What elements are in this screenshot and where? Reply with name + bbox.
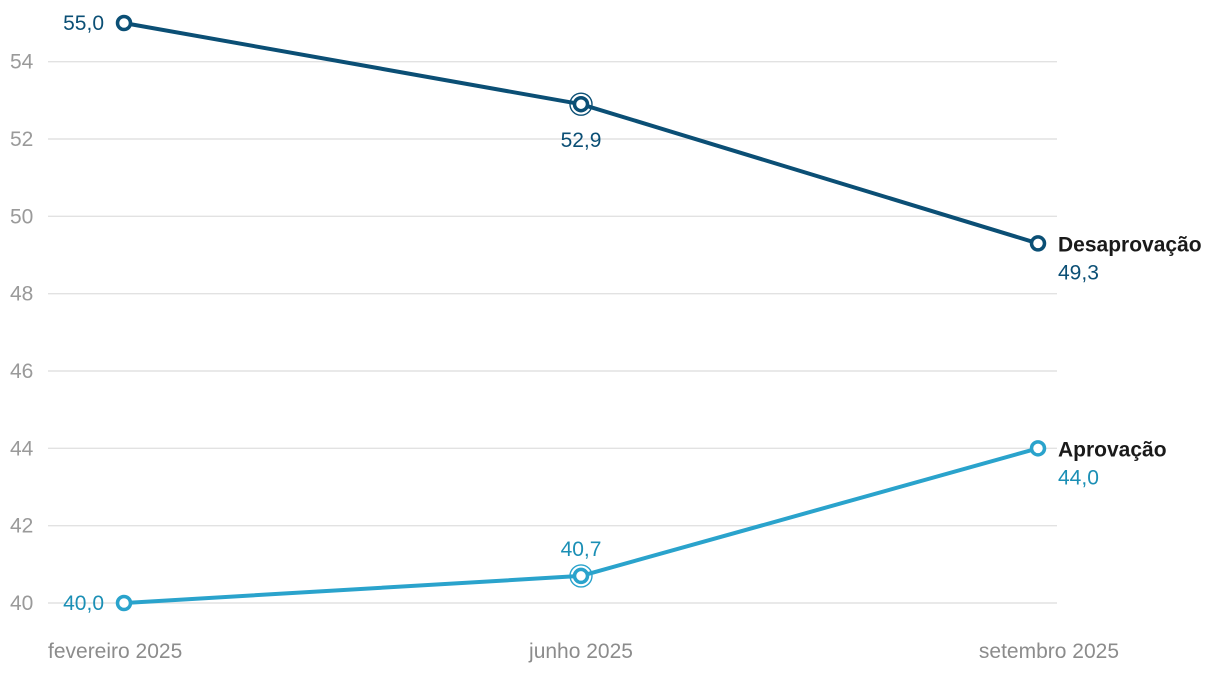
y-tick-label: 54 <box>10 51 34 74</box>
highlight-ring-aprovacao <box>569 564 593 588</box>
y-tick-label: 48 <box>10 283 33 306</box>
y-tick-label: 46 <box>10 360 33 383</box>
y-tick-label: 40 <box>10 592 33 615</box>
data-label-aprovacao: 40,0 <box>63 592 104 615</box>
y-tick-label: 44 <box>10 437 34 460</box>
data-point-desaprovacao <box>1029 235 1047 252</box>
data-point-desaprovacao <box>115 14 133 32</box>
x-tick-label: setembro 2025 <box>979 640 1119 663</box>
x-tick-label: fevereiro 2025 <box>48 640 182 663</box>
series-name-aprovacao: Aprovação <box>1058 438 1167 461</box>
data-point-aprovacao <box>115 594 133 612</box>
highlight-ring-desaprovacao <box>569 92 593 116</box>
series-name-desaprovacao: Desaprovação <box>1058 233 1202 256</box>
data-label-aprovacao: 40,7 <box>561 538 602 561</box>
grid-layer <box>48 60 1057 604</box>
label-layer: 55,0 52,9 49,3 Desaprovação 40,0 40,7 44,0 Apro… <box>63 12 1201 615</box>
y-axis: 40 42 44 46 48 50 52 54 <box>10 51 34 615</box>
y-tick-label: 50 <box>10 205 33 228</box>
data-label-desaprovacao: 55,0 <box>63 12 104 35</box>
data-label-aprovacao: 44,0 <box>1058 466 1099 489</box>
data-label-desaprovacao: 52,9 <box>561 129 602 152</box>
y-tick-label: 42 <box>10 515 33 538</box>
y-tick-label: 52 <box>10 128 33 151</box>
data-point-aprovacao <box>1029 440 1047 457</box>
data-point-desaprovacao <box>572 95 590 113</box>
data-label-desaprovacao: 49,3 <box>1058 261 1099 284</box>
data-point-aprovacao <box>572 567 590 585</box>
series-layer <box>115 14 1047 612</box>
x-axis: fevereiro 2025 junho 2025 setembro 2025 <box>48 640 1119 663</box>
x-tick-label: junho 2025 <box>528 640 633 663</box>
